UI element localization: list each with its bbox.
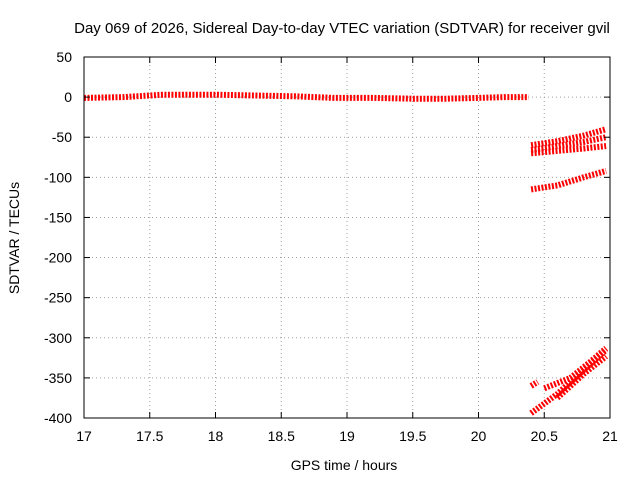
series-arc-h (555, 353, 608, 401)
x-tick-label: 19.5 (399, 428, 426, 444)
y-tick-label: -100 (44, 169, 72, 185)
y-tick-label: -300 (44, 330, 72, 346)
x-axis-label: GPS time / hours (291, 457, 398, 473)
series-arc-e (529, 379, 540, 389)
x-tick-label: 20.5 (531, 428, 558, 444)
series-arc-a (530, 126, 607, 149)
series-arc-c (530, 143, 607, 157)
x-tick-label: 17 (76, 428, 92, 444)
y-tick-label: -150 (44, 209, 72, 225)
tick-group: 17 17.5 18 18.5 19 19.5 20 20.5 21 50 0 -50 -100 -150… (44, 49, 618, 444)
x-tick-label: 17.5 (136, 428, 163, 444)
series-arc-b (530, 134, 607, 154)
series-arc-d (530, 168, 607, 193)
chart-title: Day 069 of 2026, Sidereal Day-to-day VTE… (74, 20, 610, 37)
y-tick-label: 50 (56, 49, 72, 65)
y-tick-label: 0 (64, 89, 72, 105)
series-arc-main (83, 91, 529, 102)
x-tick-label: 18.5 (268, 428, 295, 444)
series-arc-g (529, 347, 609, 416)
y-tick-label: -350 (44, 370, 72, 386)
y-axis-label: SDTVAR / TECUs (6, 182, 22, 294)
x-tick-label: 21 (602, 428, 618, 444)
y-tick-label: -50 (52, 129, 72, 145)
y-tick-label: -200 (44, 250, 72, 266)
y-tick-label: -400 (44, 410, 72, 426)
x-tick-label: 20 (471, 428, 487, 444)
series-group (83, 91, 609, 416)
x-tick-label: 19 (339, 428, 355, 444)
y-tick-label: -250 (44, 290, 72, 306)
x-tick-label: 18 (208, 428, 224, 444)
grid (84, 57, 610, 418)
